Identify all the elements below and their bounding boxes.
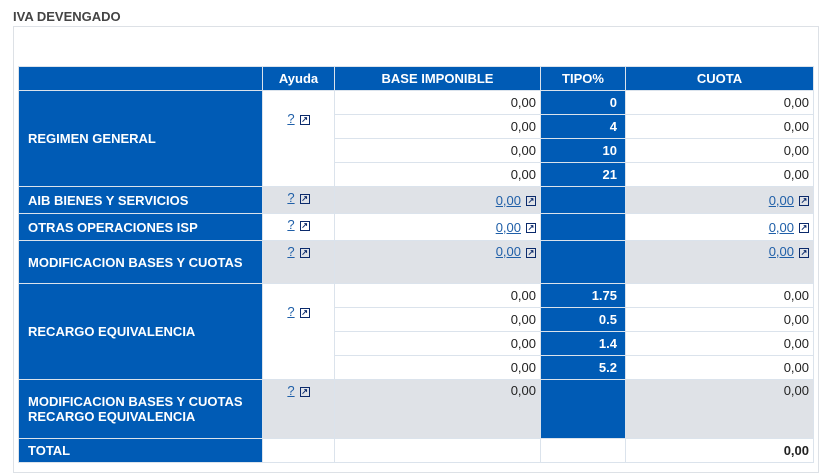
header-ayuda: Ayuda [262,66,335,91]
tipo-value: 1.4 [540,331,626,356]
aib-label: AIB BIENES Y SERVICIOS [18,186,263,214]
base-value: 0,00 [334,307,541,332]
total-label: TOTAL [18,438,263,463]
external-link-icon[interactable]: ↗ [526,247,536,258]
table-row: AIB BIENES Y SERVICIOS ? ↗ 0,00 ↗ 0,00 ↗ [18,186,814,214]
base-link[interactable]: 0,00 [495,244,521,259]
tipo-empty [540,213,626,241]
cuota-link[interactable]: 0,00 [768,192,794,208]
cuota-value: 0,00 [625,307,814,332]
table-row: 0,00 10 0,00 [19,138,814,163]
cuota-value: 0,00 [625,283,814,308]
cuota-link[interactable]: 0,00 [768,219,794,235]
external-link-icon[interactable]: ↗ [799,247,809,258]
header-base: BASE IMPONIBLE [334,66,541,91]
cuota-cell: 0,00 ↗ [625,186,814,214]
help-link[interactable]: ? [287,383,295,398]
table-row: 0,00 0.5 0,00 [19,307,814,332]
help-cell: ? ↗ [262,240,335,284]
table-row: MODIFICACION BASES Y CUOTAS ? ↗ 0,00 ↗ 0,0… [18,240,814,284]
external-link-icon[interactable]: ↗ [799,196,809,207]
tipo-value: 21 [540,162,626,187]
table-row: RECARGO EQUIVALENCIA ? ↗ 0,00 1.75 0,00 [18,283,814,380]
header-cuota: CUOTA [625,66,814,91]
cuota-value: 0,00 [625,355,814,380]
external-link-icon[interactable]: ↗ [526,196,536,207]
total-cuota: 0,00 [625,438,814,463]
external-link-icon[interactable]: ↗ [299,307,310,318]
base-cell: 0,00 ↗ [334,186,541,214]
tipo-value: 0 [540,90,626,115]
help-cell: ? ↗ [262,90,335,187]
header-label [18,66,263,91]
base-value: 0,00 [334,162,541,187]
base-value: 0,00 [334,90,541,115]
total-row: TOTAL 0,00 [18,438,814,463]
cuota-value: 0,00 [625,90,814,115]
base-value: 0,00 [334,114,541,139]
table-row: 0,00 21 0,00 [19,162,814,187]
external-link-icon[interactable]: ↗ [299,220,310,231]
cuota-cell: 0,00 ↗ [625,213,814,241]
base-cell: 0,00 ↗ [334,240,541,284]
regimen-label: REGIMEN GENERAL [18,90,263,187]
table-row: OTRAS OPERACIONES ISP ? ↗ 0,00 ↗ 0,00 ↗ [18,213,814,241]
base-link[interactable]: 0,00 [495,219,521,235]
help-cell: ? ↗ [262,283,335,380]
modif-recargo-label: MODIFICACION BASES Y CUOTAS RECARGO EQUI… [18,379,263,439]
cuota-link[interactable]: 0,00 [768,244,794,259]
cuota-value: 0,00 [625,379,814,439]
tipo-value: 10 [540,138,626,163]
base-link[interactable]: 0,00 [495,192,521,208]
base-value: 0,00 [334,283,541,308]
help-cell: ? ↗ [262,213,335,241]
empty-cell [540,438,626,463]
external-link-icon[interactable]: ↗ [799,223,809,234]
table-row: 0,00 1.4 0,00 [19,331,814,356]
external-link-icon[interactable]: ↗ [299,193,310,204]
header-row: Ayuda BASE IMPONIBLE TIPO% CUOTA [18,66,814,91]
tipo-value: 4 [540,114,626,139]
base-value: 0,00 [334,379,541,439]
cuota-value: 0,00 [625,162,814,187]
modif-label: MODIFICACION BASES Y CUOTAS [18,240,263,284]
tipo-value: 5.2 [540,355,626,380]
external-link-icon[interactable]: ↗ [299,386,310,397]
external-link-icon[interactable]: ↗ [526,223,536,234]
external-link-icon[interactable]: ↗ [299,114,310,125]
help-link[interactable]: ? [287,111,295,126]
external-link-icon[interactable]: ↗ [299,247,310,258]
cuota-value: 0,00 [625,331,814,356]
tipo-empty [540,240,626,284]
tipo-value: 0.5 [540,307,626,332]
table-row: 0,00 5.2 0,00 [19,355,814,380]
help-link[interactable]: ? [287,217,295,232]
tipo-value: 1.75 [540,283,626,308]
cuota-value: 0,00 [625,138,814,163]
tipo-empty [540,379,626,439]
empty-cell [262,438,335,463]
cuota-cell: 0,00 ↗ [625,240,814,284]
help-cell: ? ↗ [262,186,335,214]
base-value: 0,00 [334,138,541,163]
tipo-empty [540,186,626,214]
otras-label: OTRAS OPERACIONES ISP [18,213,263,241]
help-link[interactable]: ? [287,244,295,259]
table-row: REGIMEN GENERAL ? ↗ 0,00 0 0,00 [18,90,814,187]
section-title: IVA DEVENGADO [13,9,121,24]
base-cell: 0,00 ↗ [334,213,541,241]
recargo-label: RECARGO EQUIVALENCIA [18,283,263,380]
iva-table: Ayuda BASE IMPONIBLE TIPO% CUOTA REGIMEN… [18,66,814,463]
header-tipo: TIPO% [540,66,626,91]
base-value: 0,00 [334,355,541,380]
help-link[interactable]: ? [287,190,295,205]
help-cell: ? ↗ [262,379,335,439]
base-value: 0,00 [334,331,541,356]
empty-cell [334,438,541,463]
cuota-value: 0,00 [625,114,814,139]
table-row: MODIFICACION BASES Y CUOTAS RECARGO EQUI… [18,379,814,439]
help-link[interactable]: ? [287,304,295,319]
